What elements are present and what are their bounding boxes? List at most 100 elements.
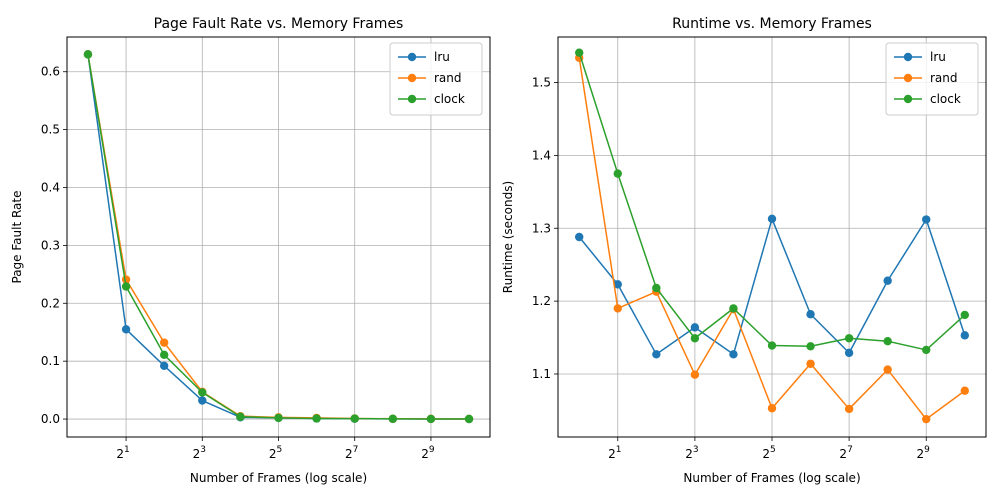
y-tick-label: 1.1 [532,367,551,381]
legend-swatch-marker [407,94,417,104]
legend-item-clock: clock [894,92,961,106]
x-tick-base: 2 [116,447,124,461]
data-point-clock [312,414,321,423]
x-tick-exponent: 5 [276,445,282,455]
data-point-rand [613,304,622,313]
y-tick-label: 1.3 [532,221,551,235]
y-tick-label: 0.5 [41,123,60,137]
x-tick-label: 23 [193,445,206,461]
data-point-clock [121,282,131,291]
legend-item-clock: clock [398,92,465,106]
data-point-lru [767,214,777,223]
series-layer [83,50,474,424]
data-point-clock [388,414,398,424]
x-tick-label: 23 [685,445,698,461]
x-tick-exponent: 3 [200,445,206,455]
y-tick-label: 1.5 [532,76,551,90]
y-tick-label: 1.4 [532,148,551,162]
data-point-lru [729,350,738,359]
x-tick-base: 2 [421,447,429,461]
x-tick-exponent: 9 [924,445,930,455]
data-point-clock [690,334,700,343]
data-point-rand [960,386,969,395]
y-tick-label: 0.6 [41,65,60,79]
data-point-rand [690,370,700,379]
legend-swatch-marker [903,94,913,104]
x-tick-base: 2 [917,447,925,461]
y-axis-label: Page Fault Rate [10,191,24,284]
series-clock [575,48,969,355]
data-point-lru [844,348,854,358]
x-tick-base: 2 [839,447,847,461]
plot-border [557,36,987,438]
data-point-rand [844,404,854,414]
x-tick-base: 2 [345,447,353,461]
legend-label: lru [930,50,946,64]
x-tick-exponent: 7 [353,445,359,455]
axis-ticks: 21 23 25 27 290.00.10.20.30.40.50.6 [41,65,435,461]
data-point-rand [883,365,892,374]
legend-swatch-marker [903,52,913,62]
x-tick-label: 29 [421,445,435,461]
series-lru [575,214,969,359]
axis-ticks: 21 23 25 27 291.11.21.31.41.5 [532,76,930,461]
data-point-lru [806,310,815,319]
x-tick-exponent: 3 [693,445,699,455]
x-tick-label: 29 [917,445,931,461]
data-point-clock [652,283,661,293]
data-point-clock [159,350,169,360]
legend-item-lru: lru [894,50,946,64]
data-point-rand [806,359,815,368]
data-point-clock [575,48,584,57]
data-point-lru [922,215,931,224]
x-tick-label: 25 [762,445,775,461]
data-point-lru [960,331,969,340]
x-tick-label: 21 [116,445,129,461]
legend-label: clock [930,92,961,106]
data-point-clock [844,334,854,343]
y-tick-label: 0.0 [41,412,60,426]
data-point-clock [236,412,245,421]
legend-item-rand: rand [894,71,958,85]
plot-border [66,36,491,438]
legend-label: clock [434,92,465,106]
data-point-clock [464,414,474,424]
x-axis-label: Number of Frames (log scale) [683,471,860,485]
page-fault-rate-chart: 21 23 25 27 290.00.10.20.30.40.50.6 Page Fau… [10,16,491,485]
y-tick-label: 1.2 [532,294,551,308]
y-tick-label: 0.3 [41,238,60,252]
x-tick-label: 25 [269,445,282,461]
x-axis-label: Number of Frames (log scale) [190,471,367,485]
y-tick-label: 0.1 [41,354,60,368]
data-point-lru [690,323,700,332]
legend-swatch-marker [407,73,417,83]
x-tick-label: 21 [608,445,621,461]
y-axis-label: Runtime (seconds) [501,181,515,293]
legend-item-rand: rand [398,71,462,85]
legend: lru rand clock [885,42,979,116]
data-point-clock [883,336,892,346]
data-point-lru [575,232,584,242]
x-tick-exponent: 1 [616,445,622,455]
runtime-chart: 21 23 25 27 291.11.21.31.41.5 Runtime vs. Me… [501,16,987,485]
y-tick-label: 0.4 [41,181,60,195]
data-point-clock [729,304,738,313]
x-tick-base: 2 [269,447,277,461]
chart-title: Page Fault Rate vs. Memory Frames [154,16,404,32]
data-point-lru [883,276,892,285]
series-clock [83,50,474,424]
legend-swatch-marker [903,73,913,83]
data-point-lru [613,280,622,289]
data-point-lru [159,361,169,370]
x-tick-label: 27 [839,445,852,461]
grid [558,37,986,437]
data-point-clock [922,345,931,355]
data-point-rand [922,414,931,424]
x-tick-exponent: 9 [429,445,435,455]
legend-label: rand [930,71,958,85]
x-tick-base: 2 [608,447,616,461]
data-point-clock [350,414,359,423]
data-point-clock [806,342,815,351]
x-tick-exponent: 7 [847,445,853,455]
data-point-lru [198,396,207,405]
